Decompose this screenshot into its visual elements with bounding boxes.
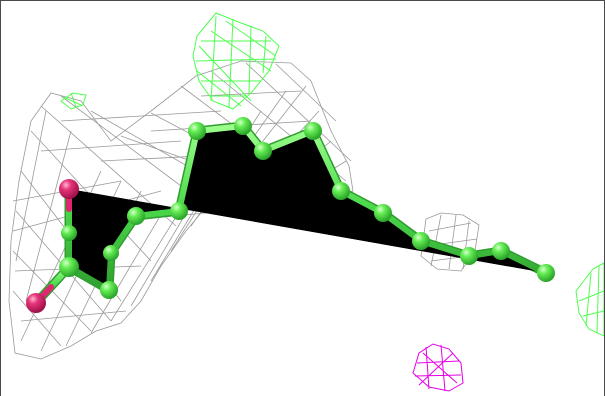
oxygen-atom xyxy=(26,293,46,313)
carbon-atom xyxy=(537,264,555,282)
carbon-atom xyxy=(412,232,430,250)
green-density-mesh-right xyxy=(575,262,604,337)
carbon-atom xyxy=(61,225,77,241)
carbon-atom xyxy=(103,245,119,261)
carbon-atom xyxy=(492,242,510,260)
carbon-atom xyxy=(234,117,252,135)
oxygen-atom xyxy=(59,179,79,199)
carbon-atom xyxy=(374,204,392,222)
carbon-atom xyxy=(188,122,206,140)
carbon-atom xyxy=(304,122,322,140)
carbon-atom xyxy=(254,142,272,160)
carbon-atom xyxy=(100,281,118,299)
bonds xyxy=(31,121,551,308)
carbon-atom xyxy=(332,182,350,200)
magenta-density-mesh xyxy=(412,343,464,392)
carbon-atom xyxy=(59,257,79,277)
atoms-oxygen xyxy=(26,179,79,313)
carbon-atom xyxy=(170,202,188,220)
green-density-mesh-top xyxy=(192,12,280,110)
green-density-mesh-left xyxy=(60,92,87,110)
carbon-atom xyxy=(460,247,478,265)
atoms-carbon xyxy=(59,117,555,299)
carbon-atom xyxy=(127,207,145,225)
